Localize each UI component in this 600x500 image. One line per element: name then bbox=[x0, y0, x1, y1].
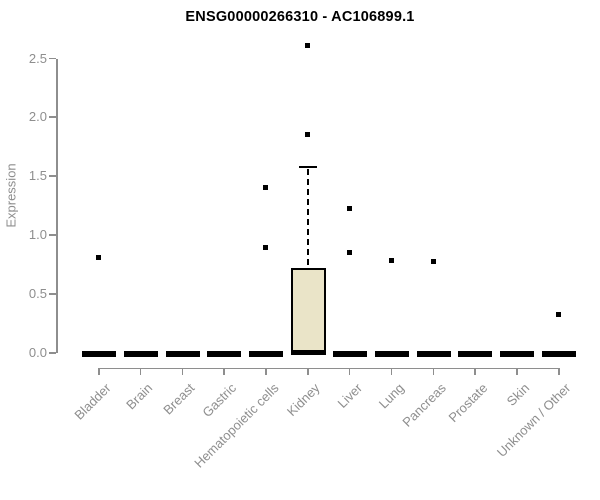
collapsed-box bbox=[332, 351, 367, 357]
collapsed-box bbox=[82, 351, 116, 357]
collapsed-box bbox=[165, 351, 200, 357]
y-axis-tick-label: 1.0 bbox=[28, 227, 47, 243]
collapsed-box bbox=[500, 351, 535, 357]
x-axis-tick bbox=[181, 367, 184, 375]
x-axis-tick-label: Skin bbox=[503, 380, 533, 409]
y-axis-tick-label: 2.0 bbox=[28, 109, 47, 125]
collapsed-box bbox=[416, 351, 451, 357]
x-axis-tick-label: Liver bbox=[334, 380, 365, 411]
y-axis-label: Expression bbox=[3, 163, 19, 228]
x-axis-tick bbox=[265, 367, 267, 375]
x-axis-tick bbox=[474, 367, 476, 375]
y-axis-tick-label: 1.5 bbox=[28, 168, 47, 184]
y-axis-tick bbox=[49, 234, 56, 236]
collapsed-box bbox=[458, 351, 493, 357]
outlier-point bbox=[96, 254, 101, 260]
y-axis-tick bbox=[49, 352, 56, 354]
x-axis-tick-label: Hematopoietic cells bbox=[190, 380, 282, 471]
box-iqr bbox=[290, 268, 326, 355]
x-axis-tick-label: Unknown / Other bbox=[494, 380, 574, 460]
collapsed-box bbox=[249, 351, 284, 357]
x-axis-tick-label: Bladder bbox=[71, 380, 114, 423]
x-axis-tick-label: Lung bbox=[375, 380, 407, 412]
upper-whisker-cap bbox=[299, 165, 318, 168]
y-axis-tick bbox=[49, 293, 56, 295]
y-axis-tick bbox=[49, 57, 56, 59]
y-axis-line bbox=[56, 58, 58, 353]
outlier-point bbox=[430, 259, 436, 265]
chart-title: ENSG00000266310 - AC106899.1 bbox=[185, 9, 415, 25]
y-axis-tick-label: 0.5 bbox=[28, 286, 47, 302]
outlier-point bbox=[346, 249, 352, 255]
x-axis-tick bbox=[348, 367, 351, 375]
x-axis-tick bbox=[223, 367, 225, 375]
collapsed-box bbox=[542, 351, 577, 357]
x-axis-tick bbox=[98, 367, 100, 375]
outlier-point bbox=[388, 258, 394, 264]
collapsed-box bbox=[374, 351, 409, 357]
outlier-point bbox=[263, 185, 269, 191]
x-axis-tick-label: Pancreas bbox=[399, 380, 449, 430]
outlier-point bbox=[305, 42, 311, 48]
outlier-point bbox=[346, 206, 352, 212]
outlier-point bbox=[263, 245, 269, 251]
x-axis-tick-label: Gastric bbox=[199, 380, 240, 421]
x-axis-tick-label: Kidney bbox=[284, 380, 324, 420]
outlier-point bbox=[556, 312, 562, 318]
x-axis-tick-label: Brain bbox=[123, 380, 156, 413]
x-axis-tick bbox=[516, 367, 518, 375]
y-axis-tick bbox=[49, 116, 56, 118]
x-axis-tick bbox=[558, 367, 560, 375]
x-axis-tick-label: Breast bbox=[160, 380, 198, 418]
y-axis-tick-label: 2.5 bbox=[28, 50, 47, 66]
x-axis-tick-label: Prostate bbox=[445, 380, 491, 426]
y-axis-tick bbox=[49, 175, 56, 177]
y-axis-tick-label: 0.0 bbox=[28, 345, 47, 360]
x-axis-line bbox=[98, 367, 560, 369]
median-line bbox=[290, 349, 326, 355]
collapsed-box bbox=[123, 351, 158, 357]
x-axis-tick bbox=[139, 367, 142, 375]
x-axis-tick bbox=[390, 367, 393, 375]
collapsed-box bbox=[207, 351, 242, 357]
x-axis-tick bbox=[307, 367, 309, 375]
upper-whisker bbox=[307, 168, 310, 269]
outlier-point bbox=[305, 132, 311, 138]
x-axis-tick bbox=[432, 367, 435, 375]
